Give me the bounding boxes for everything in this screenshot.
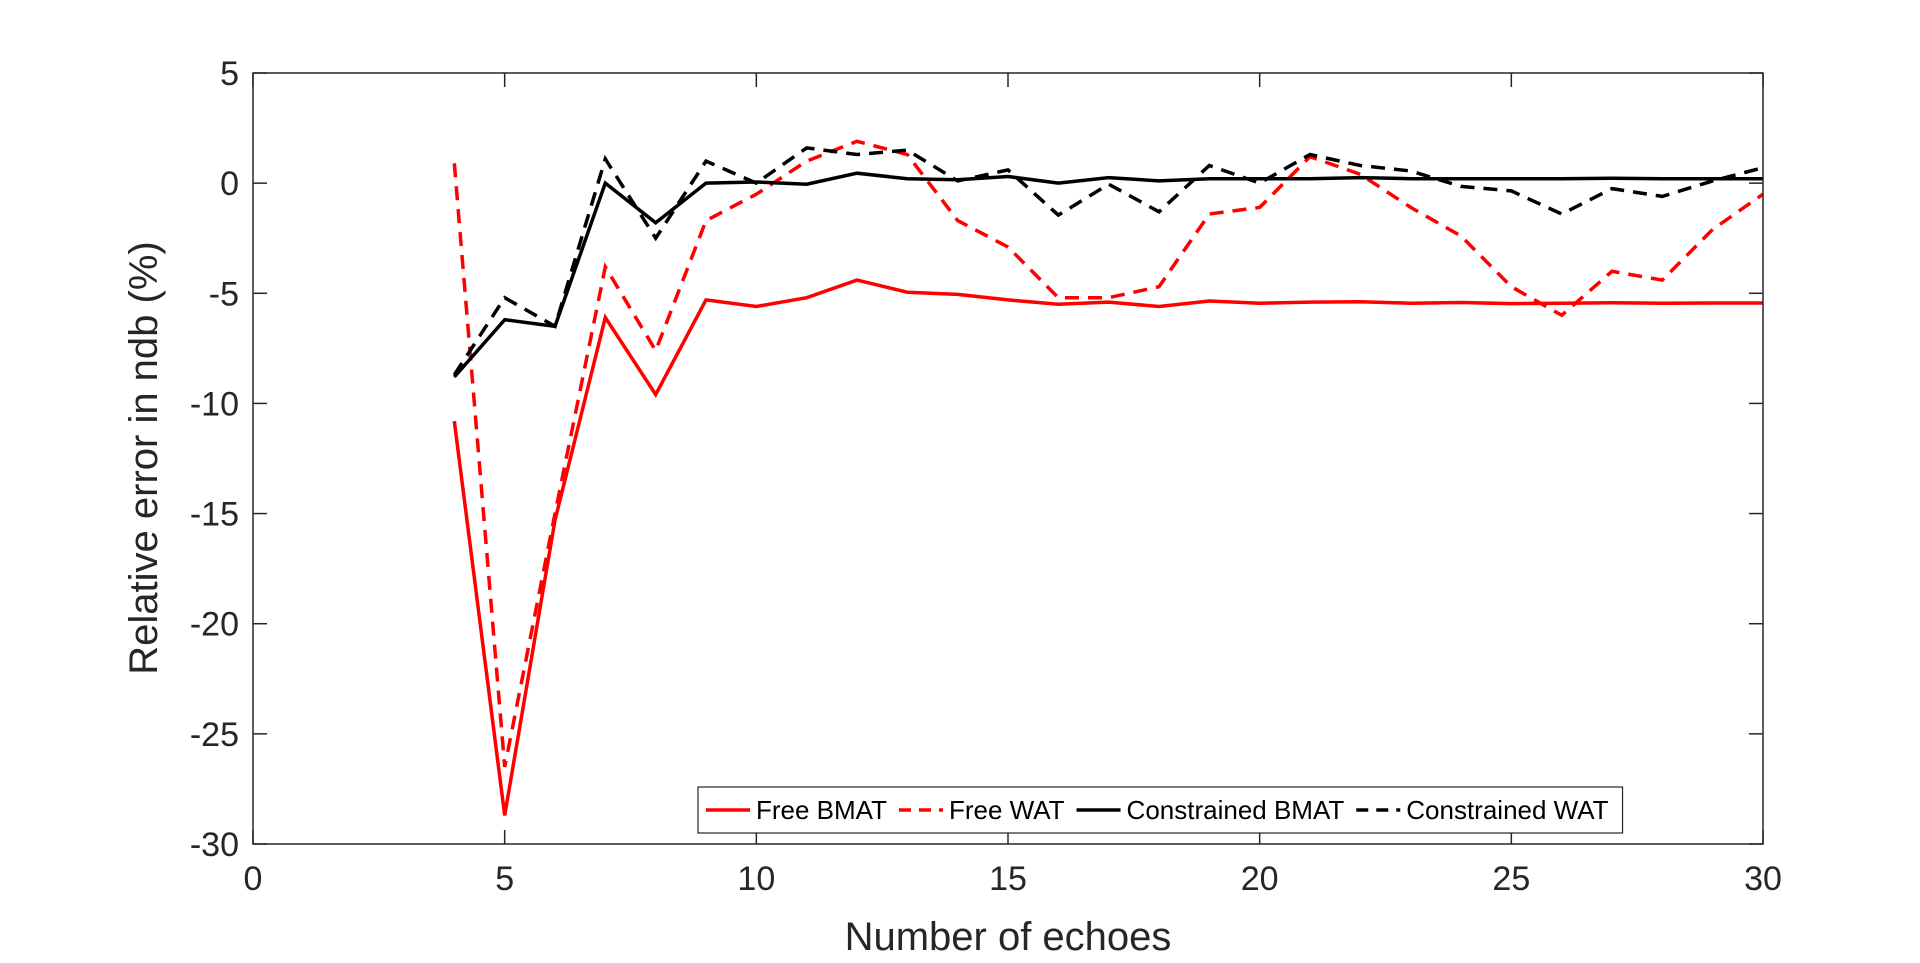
y-tick-label: -10 (190, 385, 239, 423)
axis-layer: 0 5 10 15 20 25 30 5 0 -5 -10 -15 -20 -25 -30 (190, 55, 1782, 898)
legend-label-constrained-wat: Constrained WAT (1406, 795, 1608, 825)
x-tick-label: 30 (1744, 860, 1782, 898)
x-tick-label: 10 (737, 860, 775, 898)
series-line-constrained-wat (452, 146, 1764, 376)
x-tick-label: 0 (244, 860, 263, 898)
series-layer (452, 139, 1765, 816)
legend-box (697, 786, 1624, 834)
y-tick-label: 5 (220, 55, 239, 93)
x-tick-label: 15 (989, 860, 1027, 898)
y-axis-title: Relative error in ndb (%) (122, 241, 166, 675)
series-line-free-bmat (452, 278, 1763, 816)
y-tick-label: -5 (209, 275, 239, 313)
y-tick-label: 0 (220, 165, 239, 203)
legend: Free BMAT Free WAT Constrained BMAT Constra… (697, 786, 1624, 834)
x-tick-label: 20 (1241, 860, 1279, 898)
x-tick-label: 5 (495, 860, 514, 898)
legend-label-free-bmat: Free BMAT (756, 795, 887, 825)
y-tick-label: -15 (190, 496, 239, 534)
y-tick-label: -30 (190, 826, 239, 864)
legend-label-constrained-bmat: Constrained BMAT (1127, 795, 1345, 825)
legend-label-free-wat: Free WAT (949, 795, 1065, 825)
series-line-free-wat (452, 139, 1765, 768)
y-tick-label: -20 (190, 606, 239, 644)
x-axis-title: Number of echoes (845, 915, 1172, 959)
series-line-constrained-bmat (452, 171, 1763, 379)
x-tick-label: 25 (1492, 860, 1530, 898)
plot-area (253, 73, 1763, 844)
y-tick-label: -25 (190, 716, 239, 754)
